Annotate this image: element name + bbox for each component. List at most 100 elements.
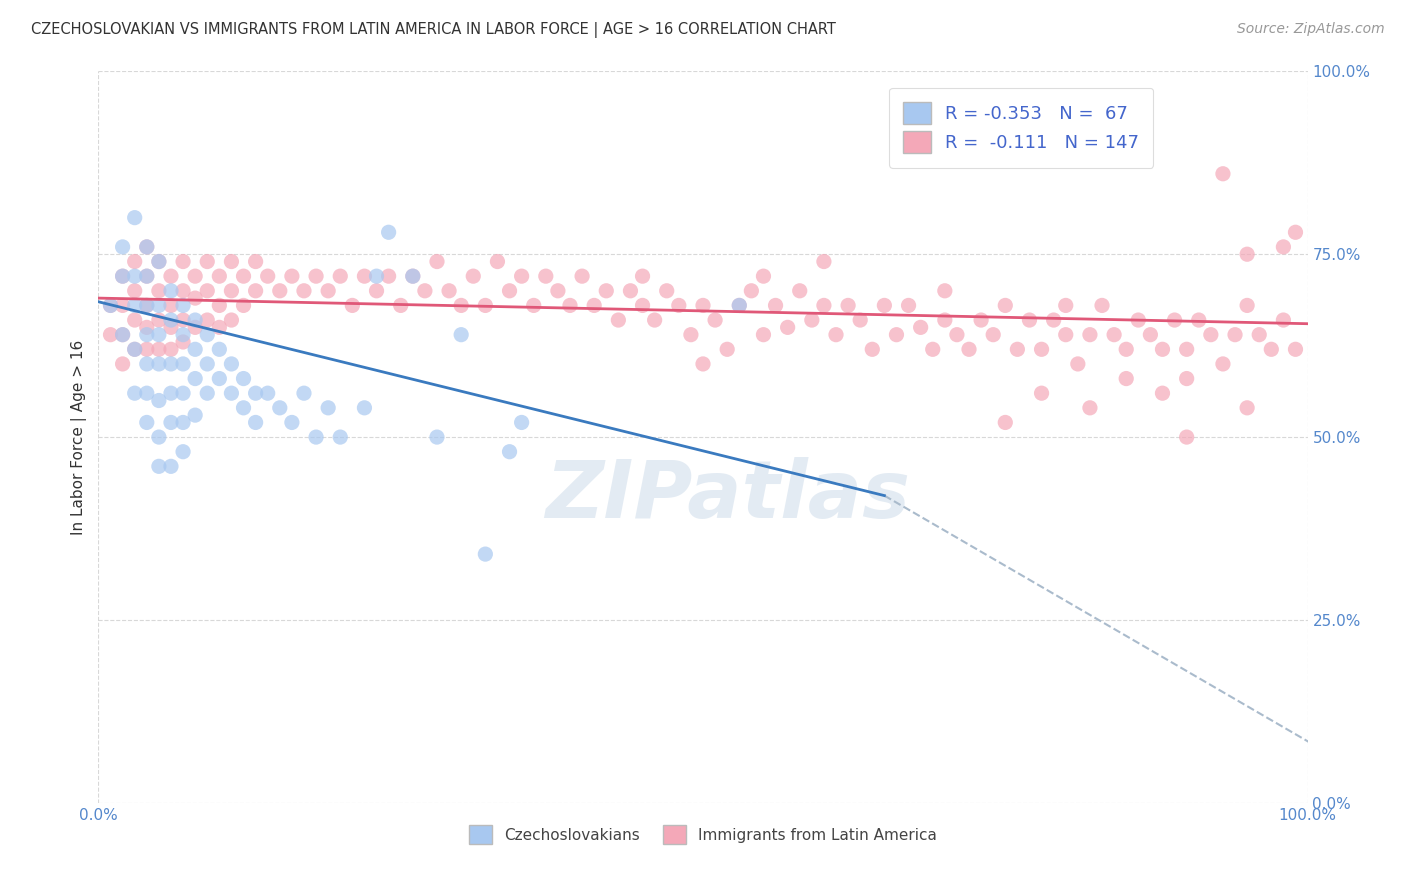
Point xyxy=(232,298,254,312)
Point xyxy=(160,313,183,327)
Point xyxy=(172,334,194,349)
Point xyxy=(994,416,1017,430)
Point xyxy=(595,284,617,298)
Text: Source: ZipAtlas.com: Source: ZipAtlas.com xyxy=(1237,22,1385,37)
Point xyxy=(1152,343,1174,357)
Point xyxy=(184,291,207,305)
Point xyxy=(716,343,738,357)
Point xyxy=(1152,386,1174,401)
Point xyxy=(776,320,799,334)
Point xyxy=(245,284,267,298)
Point xyxy=(184,320,207,334)
Point xyxy=(124,284,146,298)
Point xyxy=(813,298,835,312)
Point xyxy=(1042,313,1064,327)
Point xyxy=(655,284,678,298)
Point xyxy=(426,254,449,268)
Point xyxy=(172,357,194,371)
Point xyxy=(148,357,170,371)
Point xyxy=(934,313,956,327)
Point xyxy=(111,240,134,254)
Point xyxy=(135,327,157,342)
Point xyxy=(329,430,352,444)
Point xyxy=(208,371,231,385)
Point xyxy=(1223,327,1246,342)
Point xyxy=(111,269,134,284)
Point xyxy=(245,386,267,401)
Point xyxy=(692,357,714,371)
Point xyxy=(1115,371,1137,385)
Point xyxy=(886,327,908,342)
Point xyxy=(1249,327,1271,342)
Point xyxy=(1284,343,1306,357)
Y-axis label: In Labor Force | Age > 16: In Labor Force | Age > 16 xyxy=(70,340,87,534)
Point xyxy=(413,284,436,298)
Point xyxy=(1284,225,1306,239)
Point xyxy=(160,416,183,430)
Point xyxy=(195,254,218,268)
Point xyxy=(172,298,194,312)
Point xyxy=(111,269,134,284)
Point xyxy=(619,284,641,298)
Point xyxy=(221,386,243,401)
Point xyxy=(692,298,714,312)
Point xyxy=(1054,327,1077,342)
Point xyxy=(946,327,969,342)
Point xyxy=(752,269,775,284)
Point xyxy=(1212,357,1234,371)
Point xyxy=(860,343,883,357)
Point xyxy=(111,327,134,342)
Point xyxy=(160,284,183,298)
Point xyxy=(1272,313,1295,327)
Point xyxy=(583,298,606,312)
Point xyxy=(607,313,630,327)
Point xyxy=(184,371,207,385)
Point xyxy=(184,269,207,284)
Point xyxy=(148,327,170,342)
Point xyxy=(1236,298,1258,312)
Point xyxy=(498,284,520,298)
Point xyxy=(450,298,472,312)
Point xyxy=(135,343,157,357)
Point xyxy=(148,298,170,312)
Point xyxy=(1175,430,1198,444)
Point xyxy=(486,254,509,268)
Point xyxy=(668,298,690,312)
Point xyxy=(849,313,872,327)
Point xyxy=(316,401,339,415)
Point xyxy=(124,254,146,268)
Point xyxy=(366,269,388,284)
Point xyxy=(208,269,231,284)
Point xyxy=(1067,357,1090,371)
Point xyxy=(160,357,183,371)
Point xyxy=(135,240,157,254)
Point xyxy=(353,401,375,415)
Point xyxy=(111,357,134,371)
Point xyxy=(1031,386,1053,401)
Point xyxy=(644,313,666,327)
Point xyxy=(389,298,412,312)
Point xyxy=(184,408,207,422)
Point xyxy=(195,357,218,371)
Point xyxy=(921,343,943,357)
Point xyxy=(1236,247,1258,261)
Point xyxy=(1212,167,1234,181)
Point xyxy=(148,459,170,474)
Point xyxy=(897,298,920,312)
Point xyxy=(232,269,254,284)
Point xyxy=(281,416,304,430)
Point xyxy=(534,269,557,284)
Point xyxy=(631,269,654,284)
Point xyxy=(837,298,859,312)
Point xyxy=(292,386,315,401)
Point xyxy=(124,313,146,327)
Text: CZECHOSLOVAKIAN VS IMMIGRANTS FROM LATIN AMERICA IN LABOR FORCE | AGE > 16 CORRE: CZECHOSLOVAKIAN VS IMMIGRANTS FROM LATIN… xyxy=(31,22,835,38)
Point xyxy=(208,320,231,334)
Point xyxy=(135,416,157,430)
Point xyxy=(148,284,170,298)
Point xyxy=(800,313,823,327)
Point xyxy=(269,401,291,415)
Point xyxy=(631,298,654,312)
Point xyxy=(498,444,520,458)
Point xyxy=(172,386,194,401)
